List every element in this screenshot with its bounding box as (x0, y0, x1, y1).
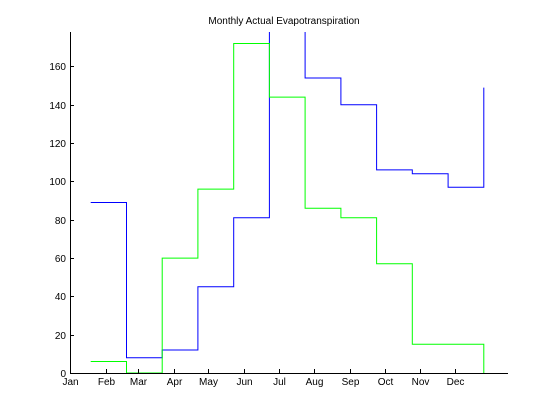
x-tick-label: Dec (447, 377, 465, 388)
x-tick-label: Feb (98, 377, 116, 388)
x-tick-label: Oct (378, 377, 394, 388)
y-tick-label: 40 (55, 292, 67, 303)
series-line-1 (90, 32, 485, 359)
x-tick-label: Sep (342, 377, 360, 388)
chart-title: Monthly Actual Evapotranspiration (208, 16, 359, 27)
x-tick-label: Jun (236, 377, 252, 388)
x-tick-label: Jul (273, 377, 286, 388)
x-tick-label: Apr (167, 377, 183, 388)
x-tick-label: Nov (412, 377, 430, 388)
y-tick-label: 60 (55, 254, 67, 265)
y-tick-label: 20 (55, 331, 67, 342)
y-tick-label: 120 (49, 139, 66, 150)
x-tick-label: Mar (130, 377, 148, 388)
y-tick-label: 80 (55, 216, 67, 227)
series-line-2 (90, 43, 485, 373)
y-tick-label: 0 (60, 369, 66, 380)
y-tick-label: 140 (49, 101, 66, 112)
x-tick-label: Jan (62, 377, 78, 388)
x-tick-label: May (199, 377, 218, 388)
y-tick-label: 100 (49, 177, 66, 188)
x-tick-label: Aug (306, 377, 324, 388)
y-tick-label: 160 (49, 62, 66, 73)
